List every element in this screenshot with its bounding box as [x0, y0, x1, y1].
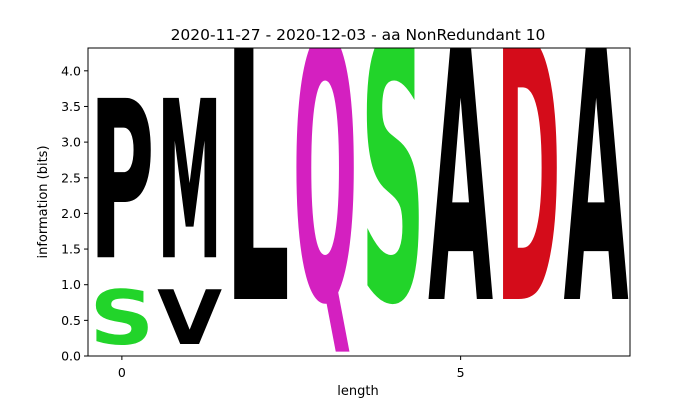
logo-letter-d: D	[496, 0, 561, 385]
x-tick-label: 0	[118, 365, 126, 380]
logo-letter-l: L	[225, 0, 290, 385]
plot-frame	[87, 47, 631, 357]
logo-letter-s: S	[360, 0, 425, 384]
logo-letter-a: A	[428, 0, 494, 384]
x-tick-label: 5	[457, 365, 465, 380]
logo-letter-q: Q	[293, 0, 358, 385]
y-tick-label: 2.5	[61, 170, 81, 185]
y-axis-label: information (bits)	[36, 145, 51, 258]
logo-letter-p: P	[89, 55, 154, 309]
y-tick-label: 1.5	[61, 242, 81, 257]
y-axis-ticks: 0.0 0.5 1.0 1.5 2.0 2.5 3.0 3.5 4.0	[61, 63, 88, 364]
y-tick-label: 2.0	[61, 206, 81, 221]
y-tick-label: 4.0	[61, 63, 81, 78]
logo-letter-s: S	[89, 274, 154, 362]
logo-letter-v: V	[157, 274, 222, 362]
chart-title: 2020-11-27 - 2020-12-03 - aa NonRedundan…	[171, 26, 546, 44]
y-tick-label: 1.0	[61, 277, 81, 292]
x-axis-label: length	[337, 384, 378, 399]
y-tick-label: 3.0	[61, 135, 81, 150]
y-tick-label: 3.5	[61, 99, 81, 114]
y-tick-label: 0.5	[61, 313, 81, 328]
logo-letter-a: A	[564, 0, 630, 384]
logo-letter-m: M	[157, 55, 222, 310]
y-tick-label: 0.0	[61, 349, 81, 364]
